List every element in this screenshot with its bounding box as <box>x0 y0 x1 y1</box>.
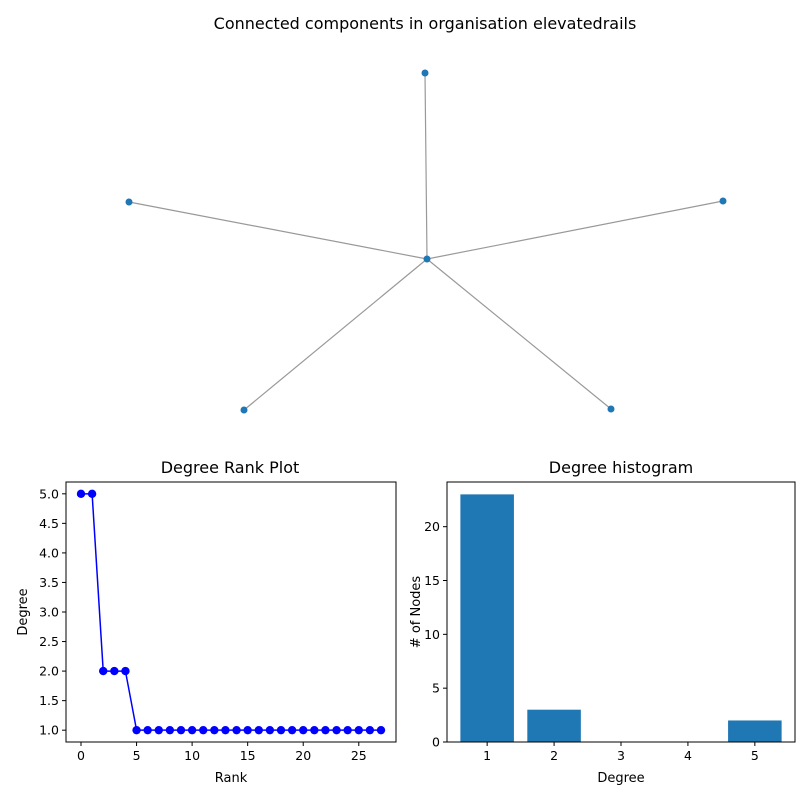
graph-edge <box>424 72 428 260</box>
histogram-bar <box>527 709 581 742</box>
histogram-frame <box>446 481 796 743</box>
histogram-y-tick-label: 15 <box>424 573 440 588</box>
histogram-marks <box>460 494 782 742</box>
rank-x-tick-label: 10 <box>184 748 200 763</box>
rank-plot-xlabel: Rank <box>215 771 248 786</box>
rank-plot-frame <box>65 481 397 743</box>
graph-node <box>240 406 248 414</box>
histogram-y-tick-label: 0 <box>432 735 440 750</box>
rank-point <box>76 489 86 499</box>
graph-edge <box>243 258 428 411</box>
histogram-y-tick-label: 20 <box>424 519 440 534</box>
rank-y-tick-label: 1.0 <box>39 723 59 738</box>
graph-node <box>421 69 429 77</box>
rank-y-tick-label: 3.0 <box>39 605 59 620</box>
rank-point <box>321 725 330 735</box>
rank-point <box>221 725 230 735</box>
rank-plot-ylabel: Degree <box>16 588 31 635</box>
histogram-xlabel: Degree <box>597 771 644 786</box>
graph-node <box>125 198 133 206</box>
rank-point <box>343 725 352 735</box>
rank-point <box>265 725 275 735</box>
network-graph <box>125 69 727 414</box>
rank-x-tick-label: 0 <box>77 748 85 763</box>
rank-point <box>87 489 97 499</box>
histogram-x-tick-label: 4 <box>684 748 692 763</box>
rank-point <box>287 725 297 735</box>
rank-point <box>187 725 197 735</box>
histogram-ticks: 1 2 3 4 5 0 5 10 15 20 <box>424 519 759 763</box>
rank-plot-marks <box>76 489 386 735</box>
rank-point <box>110 666 119 676</box>
figure-title: Connected components in organisation ele… <box>214 14 637 33</box>
rank-y-tick-label: 1.5 <box>39 693 59 708</box>
histogram-x-tick-label: 5 <box>751 748 759 763</box>
rank-point <box>276 725 286 735</box>
histogram-y-tick-label: 5 <box>432 681 440 696</box>
rank-point <box>365 725 375 735</box>
rank-point <box>210 725 219 735</box>
rank-plot-title: Degree Rank Plot <box>161 458 300 477</box>
rank-x-tick-label: 20 <box>295 748 311 763</box>
rank-point <box>199 725 208 735</box>
rank-point <box>332 725 341 735</box>
histogram-title: Degree histogram <box>549 458 693 477</box>
rank-point <box>243 725 252 735</box>
histogram-bar <box>460 494 514 742</box>
rank-y-tick-label: 2.0 <box>39 664 59 679</box>
rank-y-tick-label: 4.0 <box>39 545 59 560</box>
rank-series-line <box>81 493 381 731</box>
graph-node <box>607 405 615 413</box>
rank-point <box>376 725 386 735</box>
graph-nodes <box>125 69 727 414</box>
degree-rank-plot: Degree Rank Plot 0 5 10 15 20 25 1.0 1.5 2.0 2.5 3… <box>16 458 397 786</box>
degree-histogram: Degree histogram 1 2 3 4 5 0 5 10 15 20 Degree # … <box>409 458 796 786</box>
rank-y-tick-label: 4.5 <box>39 516 59 531</box>
rank-y-tick-label: 2.5 <box>39 634 59 649</box>
histogram-x-tick-label: 3 <box>617 748 625 763</box>
graph-edge <box>426 200 724 260</box>
rank-point <box>310 725 319 735</box>
rank-point <box>154 725 163 735</box>
histogram-x-tick-label: 2 <box>550 748 558 763</box>
rank-y-tick-label: 3.5 <box>39 575 59 590</box>
rank-point <box>232 725 241 735</box>
rank-y-tick-label: 5.0 <box>39 486 59 501</box>
rank-point <box>99 666 108 676</box>
rank-x-tick-label: 15 <box>240 748 256 763</box>
rank-point <box>176 725 186 735</box>
graph-edges <box>128 72 724 411</box>
rank-x-tick-label: 5 <box>133 748 141 763</box>
rank-point <box>143 725 152 735</box>
histogram-y-tick-label: 10 <box>424 627 440 642</box>
histogram-ylabel: # of Nodes <box>409 576 424 649</box>
rank-point <box>165 725 175 735</box>
graph-edge <box>426 258 612 410</box>
rank-point <box>121 666 130 676</box>
rank-point <box>132 725 141 735</box>
graph-edge <box>128 201 428 260</box>
histogram-bar <box>728 720 782 742</box>
rank-x-tick-label: 25 <box>351 748 367 763</box>
rank-point <box>354 725 363 735</box>
rank-point <box>254 725 263 735</box>
rank-plot-ticks: 0 5 10 15 20 25 1.0 1.5 2.0 2.5 3.0 3.5 4.0 4.5 5.0 <box>39 486 367 763</box>
histogram-x-tick-label: 1 <box>483 748 491 763</box>
rank-point <box>299 725 308 735</box>
graph-node <box>423 255 431 263</box>
graph-node <box>719 197 727 205</box>
